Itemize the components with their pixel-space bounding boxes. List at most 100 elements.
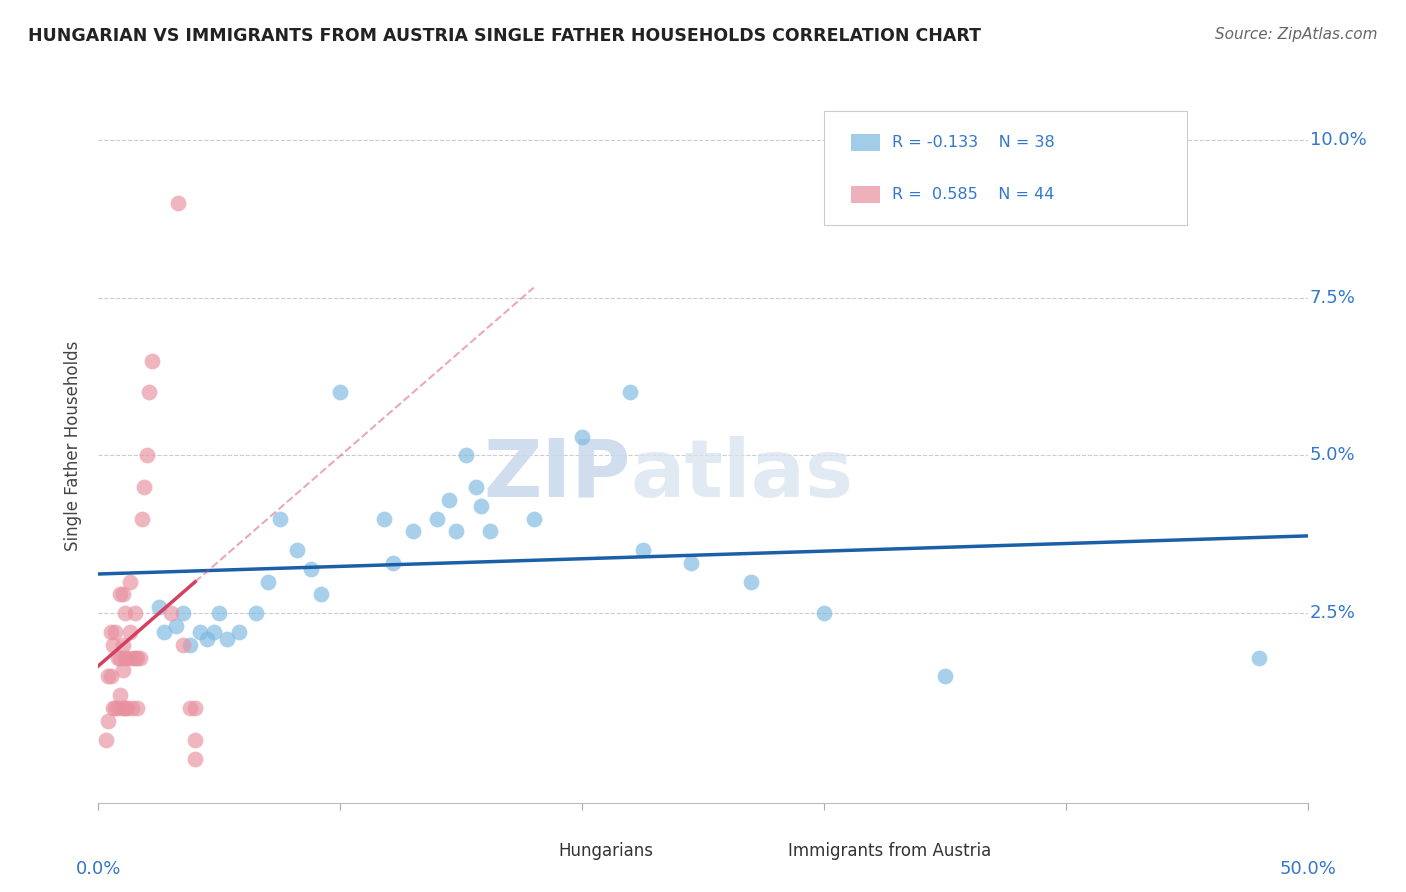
Point [118,625,141,640]
Point [228,625,250,640]
Text: Immigrants from Austria: Immigrants from Austria [787,842,991,860]
Text: Hungarians: Hungarians [558,842,652,860]
Point [426,511,449,525]
Point [402,524,425,539]
Point [108,689,131,703]
Point [184,701,207,715]
Point [124,607,146,621]
Point [464,480,486,494]
FancyBboxPatch shape [509,841,543,862]
Point [152,625,174,640]
Text: 5.0%: 5.0% [1310,447,1355,465]
Point [104,625,127,640]
Point [97,714,120,728]
Point [127,650,149,665]
FancyBboxPatch shape [851,134,880,152]
Point [135,449,157,463]
Point [104,701,127,715]
Y-axis label: Single Father Households: Single Father Households [65,341,83,551]
Point [309,587,332,601]
Point [107,650,129,665]
Point [148,600,170,615]
Point [111,663,134,677]
Text: atlas: atlas [630,435,853,514]
Text: 7.5%: 7.5% [1310,289,1355,307]
Point [479,524,502,539]
Point [215,632,238,646]
Point [108,650,131,665]
Text: 0.0%: 0.0% [76,860,121,878]
Point [184,751,207,765]
Point [934,669,956,683]
Point [108,587,131,601]
Point [256,574,278,589]
Point [118,574,141,589]
Point [128,650,150,665]
Point [619,385,641,400]
Point [111,638,134,652]
Point [382,556,405,570]
Point [631,543,654,558]
Point [299,562,322,576]
Point [204,625,226,640]
Text: R =  0.585    N = 44: R = 0.585 N = 44 [891,187,1054,202]
Text: 2.5%: 2.5% [1310,605,1355,623]
Point [165,619,187,633]
Point [523,511,546,525]
FancyBboxPatch shape [851,186,880,203]
Text: 10.0%: 10.0% [1310,131,1367,149]
Point [571,429,593,443]
Point [117,650,139,665]
Point [134,480,156,494]
Text: HUNGARIAN VS IMMIGRANTS FROM AUSTRIA SINGLE FATHER HOUSEHOLDS CORRELATION CHART: HUNGARIAN VS IMMIGRANTS FROM AUSTRIA SIN… [28,27,981,45]
Point [127,701,149,715]
Text: Source: ZipAtlas.com: Source: ZipAtlas.com [1215,27,1378,42]
Point [470,499,492,513]
Point [97,669,120,683]
Point [114,650,136,665]
Point [172,638,194,652]
Point [101,638,124,652]
Point [269,511,291,525]
Point [179,638,201,652]
Point [111,701,134,715]
Point [100,625,122,640]
Point [114,607,136,621]
Point [195,632,218,646]
Point [679,556,702,570]
Point [114,701,136,715]
Point [188,625,211,640]
Point [454,449,477,463]
Point [111,587,134,601]
Point [373,511,395,525]
Point [167,195,190,210]
Point [813,607,835,621]
Point [121,701,143,715]
Point [138,385,160,400]
Point [208,607,231,621]
Text: 50.0%: 50.0% [1279,860,1336,878]
Point [245,607,267,621]
Point [160,607,183,621]
Point [121,650,143,665]
Point [131,511,153,525]
Point [107,701,129,715]
Point [437,492,460,507]
Point [740,574,762,589]
FancyBboxPatch shape [740,841,773,862]
Point [100,669,122,683]
Point [446,524,468,539]
Point [117,701,139,715]
Point [184,732,207,747]
Point [179,701,201,715]
Text: ZIP: ZIP [484,435,630,514]
Point [172,607,194,621]
Text: R = -0.133    N = 38: R = -0.133 N = 38 [891,136,1054,150]
Point [141,353,163,368]
Point [285,543,308,558]
Point [101,701,124,715]
Point [94,732,117,747]
Point [329,385,352,400]
FancyBboxPatch shape [824,111,1187,225]
Point [124,650,146,665]
